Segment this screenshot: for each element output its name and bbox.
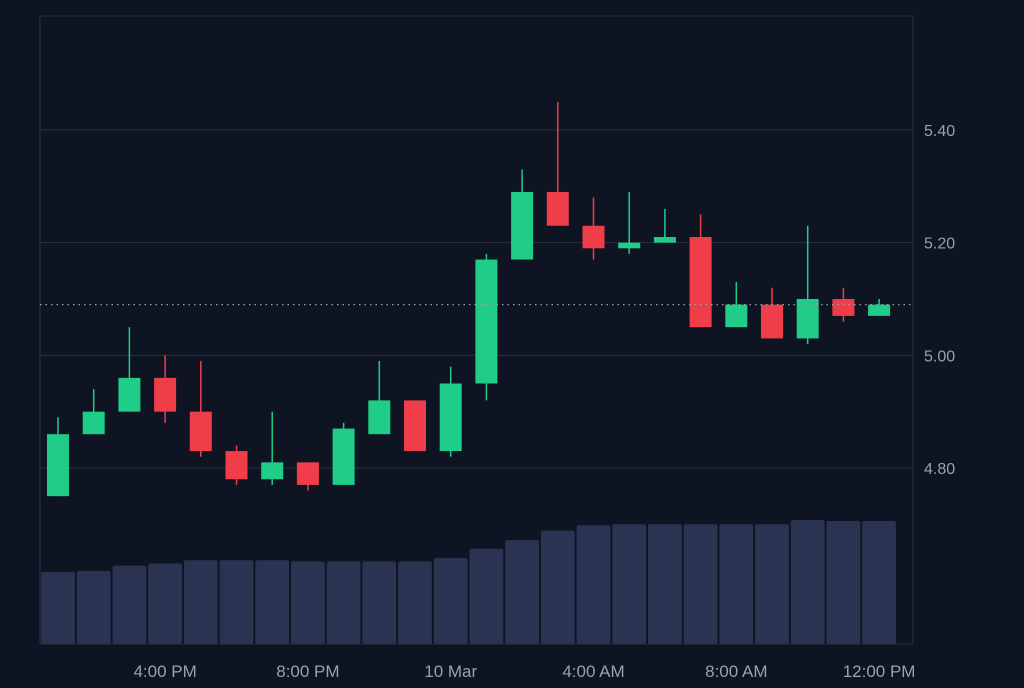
y-tick-label: 5.00 bbox=[924, 348, 955, 365]
candle-body bbox=[725, 304, 748, 328]
candle-body bbox=[404, 400, 426, 452]
volume-bar bbox=[433, 558, 468, 644]
candle-body bbox=[868, 304, 891, 316]
candle-body bbox=[511, 191, 534, 260]
axis-layer: 4.80 5.00 5.20 5.40 4:00 PM 8:00 PM 10 Mar 4:00… bbox=[133, 123, 955, 681]
y-tick-label: 5.20 bbox=[924, 236, 955, 253]
candle-body bbox=[154, 377, 177, 412]
x-tick-label: 8:00 PM bbox=[276, 662, 339, 681]
candle-body bbox=[582, 225, 605, 249]
candle-body bbox=[368, 400, 391, 435]
volume-layer bbox=[41, 520, 896, 644]
volume-bar bbox=[255, 560, 290, 644]
volume-bar bbox=[612, 524, 647, 644]
volume-bar bbox=[683, 524, 718, 644]
volume-bar bbox=[76, 570, 111, 644]
volume-bar bbox=[398, 561, 432, 644]
volume-bar bbox=[326, 561, 361, 644]
candle-body bbox=[189, 411, 212, 452]
volume-bar bbox=[148, 563, 182, 644]
candle-body bbox=[546, 191, 569, 226]
candle-body bbox=[475, 259, 498, 384]
x-tick-label: 10 Mar bbox=[424, 662, 477, 681]
candle-body bbox=[47, 434, 69, 497]
volume-bar bbox=[219, 560, 254, 644]
candle-body bbox=[261, 462, 284, 480]
x-tick-label: 4:00 AM bbox=[562, 662, 624, 681]
volume-bar bbox=[648, 524, 682, 644]
x-tick-label: 4:00 PM bbox=[133, 662, 196, 681]
volume-bar bbox=[362, 561, 397, 644]
candle-body bbox=[653, 237, 676, 243]
candle-body bbox=[689, 237, 712, 328]
candle-body bbox=[796, 299, 819, 339]
volume-bar bbox=[755, 524, 789, 644]
candle-body bbox=[82, 411, 105, 435]
volume-bar bbox=[505, 540, 539, 644]
volume-bar bbox=[719, 524, 754, 644]
volume-bar bbox=[112, 565, 147, 644]
x-tick-label: 12:00 PM bbox=[843, 662, 916, 681]
candle-body bbox=[832, 299, 855, 316]
y-tick-label: 4.80 bbox=[924, 461, 955, 478]
x-tick-label: 8:00 AM bbox=[705, 662, 767, 681]
volume-bar bbox=[826, 521, 861, 644]
volume-bar bbox=[183, 560, 218, 644]
candle-body bbox=[225, 451, 248, 480]
volume-bar bbox=[41, 571, 75, 644]
volume-bar bbox=[291, 561, 325, 644]
candle-body bbox=[618, 242, 641, 249]
volume-bar bbox=[540, 530, 575, 644]
candle-body bbox=[332, 428, 355, 485]
volume-bar bbox=[469, 548, 504, 644]
candle-layer bbox=[47, 101, 891, 497]
candle-body bbox=[118, 377, 141, 412]
volume-bar bbox=[862, 521, 896, 644]
candle-body bbox=[439, 383, 462, 452]
y-tick-label: 5.40 bbox=[924, 123, 955, 140]
volume-bar bbox=[576, 525, 611, 644]
candle-body bbox=[761, 304, 783, 339]
volume-bar bbox=[790, 520, 825, 644]
candle-body bbox=[296, 462, 319, 485]
